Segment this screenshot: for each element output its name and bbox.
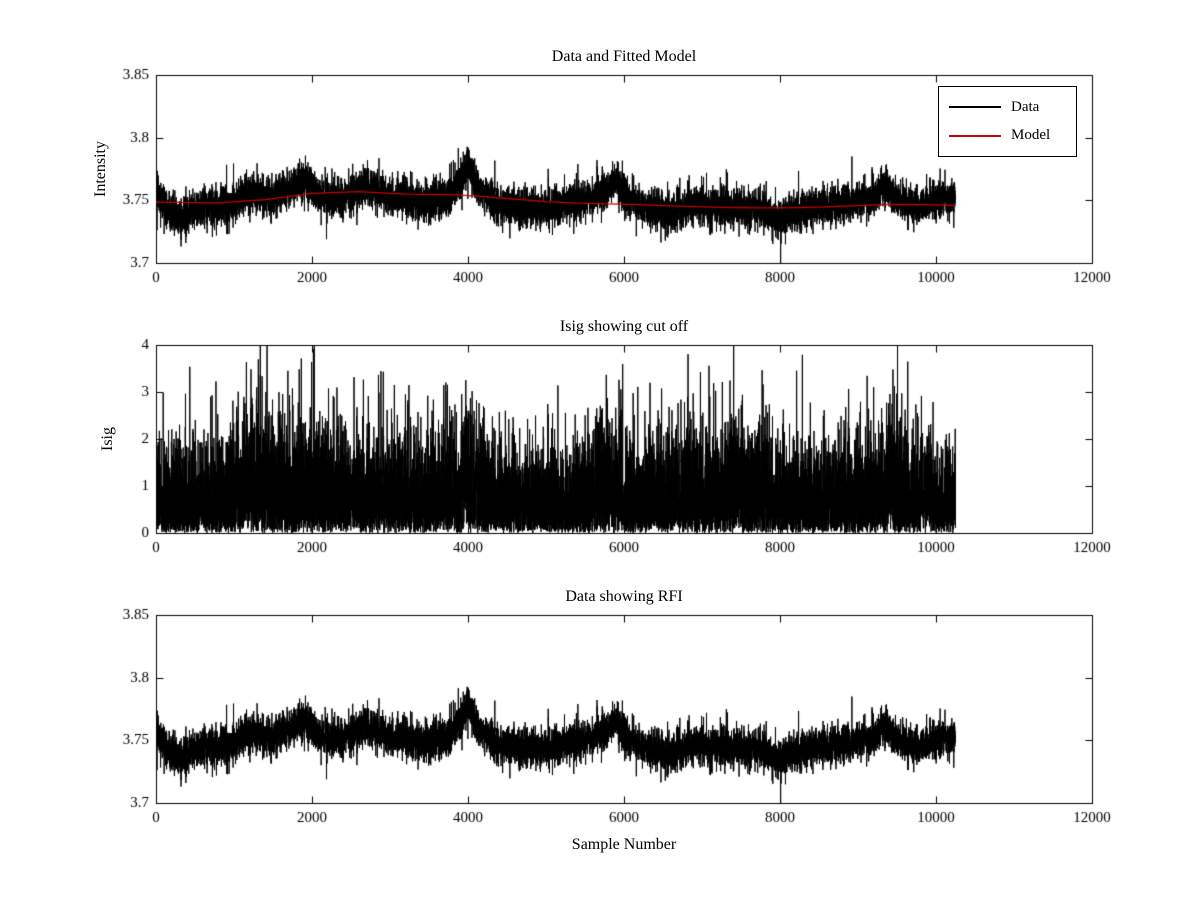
matlab-figure: Data and Fitted Model Intensity Isig sho… <box>0 0 1200 900</box>
plots-canvas <box>0 0 1200 900</box>
